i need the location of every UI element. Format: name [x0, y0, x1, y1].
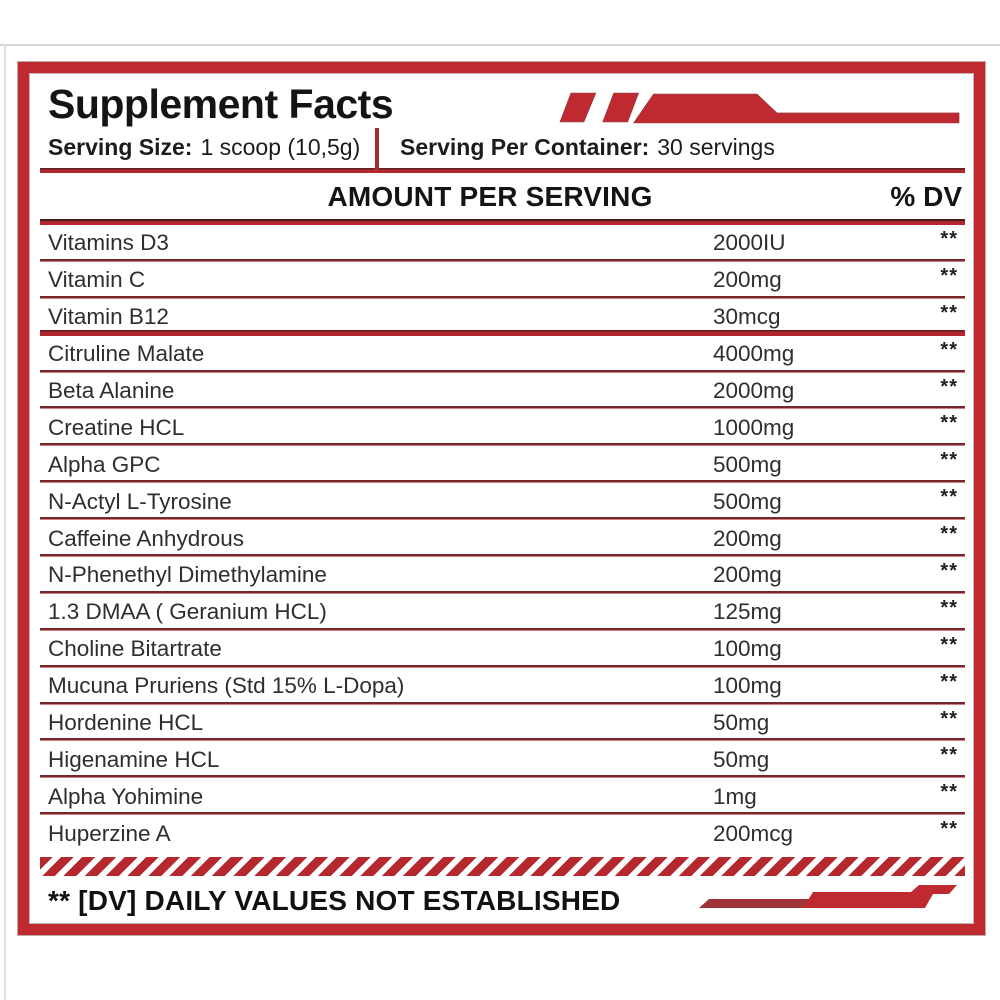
- ingredient-row: Mucuna Pruriens (Std 15% L-Dopa) 100mg *…: [40, 668, 965, 705]
- ingredient-amount: 2000mg: [713, 378, 795, 403]
- ingredient-row: N-Actyl L-Tyrosine 500mg **: [40, 483, 965, 521]
- ingredient-amount: 50mg: [713, 710, 770, 736]
- serving-info-row: Serving Size: 1 scoop (10,5g) Serving Per…: [48, 128, 962, 170]
- servings-per-container: Serving Per Container: 30 servings: [379, 130, 775, 161]
- ingredient-dv: **: [940, 670, 958, 693]
- title-row: Supplement Facts: [48, 81, 962, 130]
- ingredient-dv: **: [940, 228, 958, 250]
- ingredient-amount: 1000mg: [713, 414, 795, 440]
- ingredient-row: Higenamine HCL 50mg **: [40, 741, 965, 779]
- serving-divider: [375, 128, 379, 170]
- ingredient-amount: 1mg: [713, 783, 757, 809]
- ingredient-amount: 200mg: [713, 267, 782, 293]
- ingredient-name: Vitamin C: [48, 267, 146, 293]
- ingredient-dv: **: [940, 449, 958, 472]
- ingredient-name: N-Actyl L-Tyrosine: [48, 488, 232, 514]
- ingredient-dv: **: [940, 375, 958, 398]
- ingredient-row: Vitamin B12 30mcg **: [40, 299, 965, 336]
- ingredient-dv: **: [940, 818, 958, 841]
- header-stripes-decoration: [559, 92, 960, 124]
- ingredient-dv: **: [940, 338, 958, 361]
- ingredient-name: Vitamins D3: [48, 230, 169, 256]
- ingredient-name: Alpha GPC: [48, 451, 161, 477]
- ingredient-dv: **: [940, 744, 958, 767]
- ingredient-row: Choline Bitartrate 100mg **: [40, 631, 965, 668]
- ingredient-row: Alpha GPC 500mg **: [40, 446, 965, 484]
- ingredient-dv: **: [940, 707, 958, 730]
- servings-per-container-value: 30 servings: [657, 134, 775, 160]
- column-header-row: AMOUNT PER SERVING % DV: [48, 173, 962, 219]
- ingredient-name: Creatine HCL: [48, 414, 185, 440]
- ingredient-row: Beta Alanine 2000mg **: [40, 373, 965, 410]
- ingredient-dv: **: [940, 486, 958, 509]
- serving-size-label: Serving Size:: [48, 134, 193, 160]
- ingredient-row: Hordenine HCL 50mg **: [40, 705, 965, 742]
- ingredient-name: Citruline Malate: [48, 341, 205, 367]
- ingredient-dv: **: [940, 560, 958, 583]
- ingredient-name: Caffeine Anhydrous: [48, 525, 244, 551]
- hatch-stripe-band: [40, 857, 965, 877]
- ingredient-amount: 500mg: [713, 488, 782, 514]
- ingredient-dv: **: [940, 781, 958, 804]
- ingredient-dv: **: [940, 596, 958, 619]
- ingredient-name: Choline Bitartrate: [48, 636, 222, 662]
- ingredient-amount: 4000mg: [713, 341, 795, 367]
- ingredient-name: N-Phenethyl Dimethylamine: [48, 562, 327, 588]
- ingredient-dv: **: [940, 523, 958, 546]
- ingredient-name: Mucuna Pruriens (Std 15% L-Dopa): [48, 673, 405, 699]
- ingredient-dv: **: [940, 264, 958, 287]
- ingredient-name: Huperzine A: [48, 820, 171, 846]
- footer-stripes-decoration: [699, 885, 957, 909]
- ingredient-amount: 125mg: [713, 599, 782, 625]
- ingredient-name: 1.3 DMAA ( Geranium HCL): [48, 599, 327, 625]
- footer-row: ** [DV] DAILY VALUES NOT ESTABLISHED: [48, 876, 962, 924]
- ingredient-row: 1.3 DMAA ( Geranium HCL) 125mg **: [40, 594, 965, 631]
- ingredient-row: Vitamin C 200mg **: [40, 262, 965, 299]
- serving-size-value: 1 scoop (10,5g): [200, 134, 361, 160]
- ingredient-amount: 100mg: [713, 673, 782, 699]
- supplement-facts-panel: Supplement Facts Serving Size: 1 scoop (1…: [18, 62, 985, 935]
- ingredient-name: Higenamine HCL: [48, 746, 220, 772]
- ingredient-dv: **: [940, 301, 958, 324]
- ingredient-name: Vitamin B12: [48, 304, 169, 330]
- ingredient-name: Beta Alanine: [48, 378, 175, 403]
- ingredient-table: Vitamins D3 2000IU ** Vitamin C 200mg **…: [40, 225, 965, 852]
- serving-size: Serving Size: 1 scoop (10,5g): [48, 130, 375, 161]
- header-rule: [40, 219, 965, 225]
- percent-dv-header: % DV: [890, 181, 962, 212]
- daily-value-footnote: ** [DV] DAILY VALUES NOT ESTABLISHED: [48, 885, 621, 917]
- ingredient-row: Huperzine A 200mcg **: [48, 815, 962, 852]
- ingredient-row: Citruline Malate 4000mg **: [40, 336, 965, 373]
- panel-title: Supplement Facts: [48, 81, 394, 127]
- ingredient-row: Alpha Yohimine 1mg **: [40, 778, 965, 816]
- servings-per-container-label: Serving Per Container:: [400, 134, 650, 160]
- ingredient-row: Creatine HCL 1000mg **: [40, 409, 965, 447]
- ingredient-amount: 200mcg: [713, 820, 794, 846]
- ingredient-row: Vitamins D3 2000IU **: [40, 225, 965, 262]
- ingredient-amount: 500mg: [713, 451, 782, 477]
- ingredient-amount: 50mg: [713, 746, 770, 772]
- card-edge-left: [4, 44, 6, 1000]
- amount-per-serving-header: AMOUNT PER SERVING: [327, 181, 653, 212]
- ingredient-dv: **: [940, 412, 958, 435]
- ingredient-name: Alpha Yohimine: [48, 783, 204, 809]
- serving-rule: [40, 168, 965, 173]
- card-edge-top: [0, 44, 1000, 46]
- ingredient-amount: 200mg: [713, 525, 782, 551]
- ingredient-name: Hordenine HCL: [48, 710, 204, 736]
- ingredient-amount: 30mcg: [713, 304, 781, 330]
- ingredient-amount: 200mg: [713, 562, 782, 588]
- ingredient-row: N-Phenethyl Dimethylamine 200mg **: [40, 557, 965, 594]
- ingredient-dv: **: [940, 633, 958, 656]
- ingredient-amount: 100mg: [713, 636, 782, 662]
- ingredient-amount: 2000IU: [713, 230, 786, 256]
- ingredient-row: Caffeine Anhydrous 200mg **: [40, 520, 965, 557]
